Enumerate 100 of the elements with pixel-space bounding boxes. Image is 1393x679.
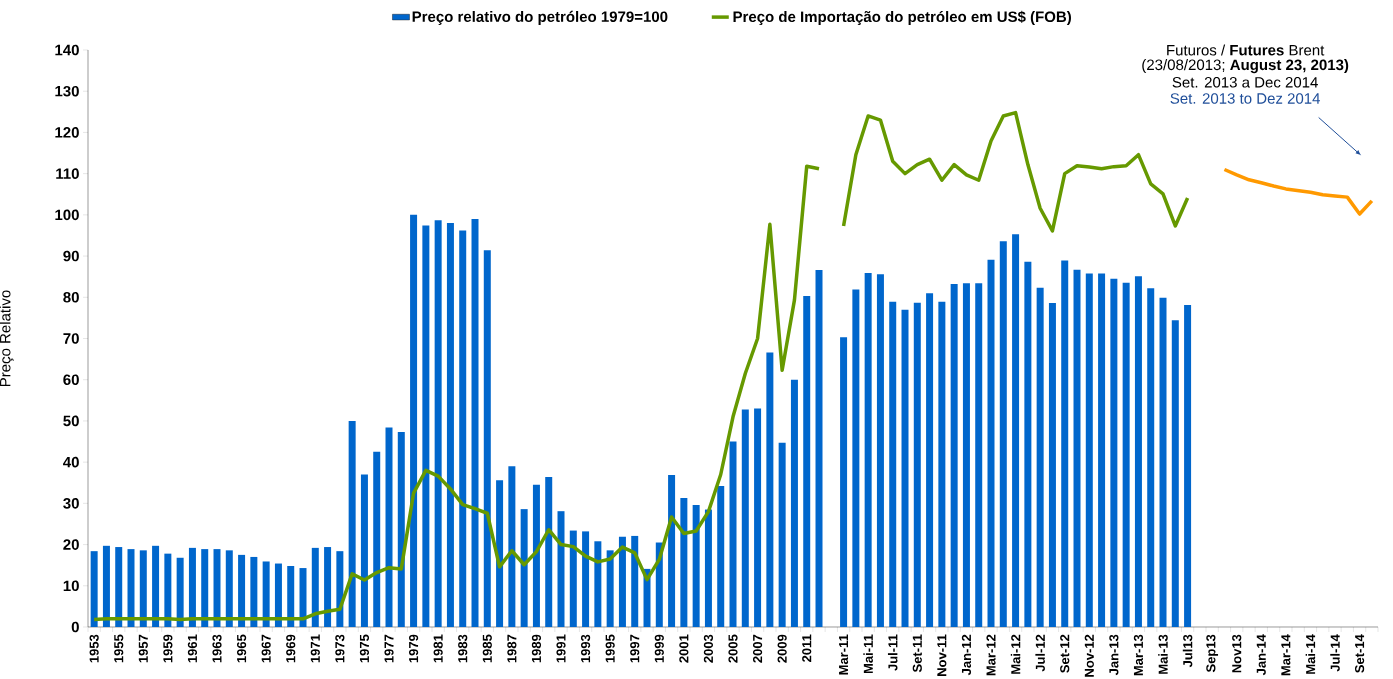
bar [176, 557, 184, 627]
bar [115, 547, 123, 627]
x-tick-label: Jul-12 [1035, 634, 1045, 672]
bar [496, 480, 504, 627]
bar [631, 535, 639, 627]
bar [1012, 234, 1020, 627]
bar [188, 547, 196, 627]
y-tick-label: 130 [55, 85, 79, 97]
y-tick-label: 40 [63, 456, 79, 468]
bar [250, 556, 258, 627]
x-tick-label: Mar-14 [1281, 634, 1291, 676]
bar [889, 301, 897, 627]
x-tick-label: Mar-12 [986, 634, 996, 676]
bar [582, 531, 590, 627]
x-tick-label: Jan-13 [1109, 634, 1119, 676]
y-axis-title: Preço Relativo [0, 290, 14, 387]
bar [864, 272, 872, 627]
bar [311, 547, 319, 627]
x-tick-label: Mai-12 [1010, 634, 1021, 674]
x-tick-label: 1965 [236, 634, 247, 663]
bar [766, 352, 774, 627]
x-tick-label: 1957 [138, 634, 148, 663]
bar [717, 486, 725, 627]
legend-label: Preço de Importação do petróleo em US$ (FOB) [733, 10, 1071, 26]
bar [360, 474, 368, 627]
bar [201, 549, 209, 627]
bar [557, 511, 565, 627]
x-tick-label: Mai-11 [863, 634, 873, 674]
bar [606, 550, 614, 627]
x-tick-label: 1967 [261, 634, 271, 663]
bar [962, 283, 970, 627]
bar [1171, 320, 1179, 627]
bar [692, 505, 700, 627]
x-tick-label: 2011 [802, 634, 812, 662]
bar [127, 549, 135, 627]
x-tick-label: Jul-11 [887, 634, 898, 671]
y-tick-label: 0 [71, 621, 79, 633]
x-tick-label: Set-11 [912, 634, 922, 673]
x-tick-label: 1989 [531, 634, 542, 663]
bar [287, 566, 295, 627]
bar [90, 551, 98, 627]
y-tick-label: 30 [63, 498, 79, 509]
bar [754, 408, 762, 627]
bar [213, 549, 221, 627]
bar [1159, 297, 1167, 627]
bar [987, 259, 995, 627]
x-tick-label: 1985 [482, 634, 492, 663]
bar [704, 509, 712, 627]
x-tick-label: 1969 [286, 634, 296, 663]
x-tick-label: Nov-12 [1084, 634, 1094, 677]
bar [1061, 260, 1069, 627]
annotation: Set. 2013 to Dez 2014 [1170, 93, 1321, 104]
bar [778, 442, 786, 627]
y-tick-label: 50 [63, 415, 79, 427]
bar [385, 427, 393, 627]
x-tick-label: 1987 [507, 634, 517, 663]
bar [471, 218, 479, 627]
bar [594, 541, 602, 627]
y-tick-label: 90 [63, 250, 79, 262]
bar [532, 484, 540, 627]
x-tick-label: Nov-11 [937, 634, 947, 676]
bar [410, 214, 418, 627]
bar [336, 551, 344, 627]
bar [422, 225, 430, 627]
bar [950, 284, 958, 627]
x-tick-label: Nov13 [1232, 634, 1242, 673]
bar [299, 568, 307, 627]
bar [397, 432, 405, 627]
bar [1036, 287, 1044, 627]
x-tick-label: Jan-12 [961, 634, 972, 676]
bar [1073, 269, 1081, 627]
bar [483, 250, 491, 627]
y-tick-label: 100 [55, 209, 79, 221]
bar [274, 563, 282, 627]
x-tick-label: 2007 [752, 634, 763, 663]
y-tick-label: 120 [55, 127, 79, 138]
bar [139, 550, 147, 627]
x-tick-label: 1979 [408, 634, 419, 663]
x-tick-label: 1959 [163, 634, 173, 663]
bar [102, 545, 110, 627]
bar [913, 302, 921, 627]
x-tick-label: 2005 [728, 634, 738, 663]
x-tick-label: Mai-14 [1305, 634, 1316, 674]
x-tick-label: 2009 [777, 634, 787, 663]
bar [520, 509, 528, 627]
y-tick-label: 110 [56, 168, 79, 179]
x-tick-label: Jul-14 [1330, 634, 1340, 672]
bar [1085, 273, 1093, 627]
bar [668, 474, 676, 627]
x-tick-label: Jan-14 [1256, 634, 1266, 676]
bar [1048, 303, 1056, 627]
legend-label: Preço relativo do petróleo 1979=100 [412, 10, 668, 25]
bar [1134, 276, 1142, 627]
bar [1184, 305, 1192, 627]
bar [999, 241, 1007, 627]
bar [446, 223, 454, 627]
bar [238, 554, 246, 627]
bar [618, 536, 626, 627]
x-tick-label: Jul13 [1182, 634, 1193, 668]
bar [852, 289, 860, 627]
